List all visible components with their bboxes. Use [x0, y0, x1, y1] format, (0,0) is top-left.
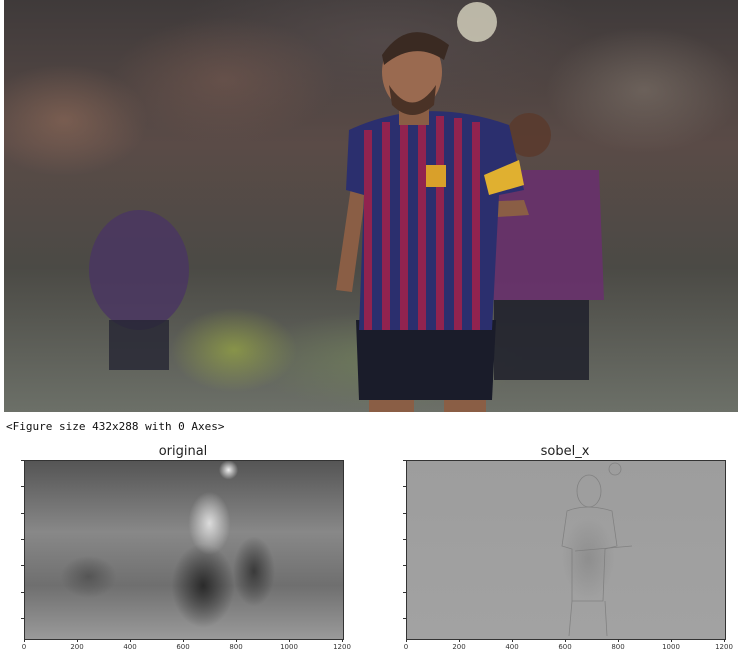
- x-tick-label: 0: [403, 643, 409, 651]
- x-tick-mark: [24, 639, 25, 642]
- x-tick-mark: [289, 639, 290, 642]
- x-tick-mark: [130, 639, 131, 642]
- soccer-player-photo: [4, 0, 738, 412]
- x-tick-mark: [565, 639, 566, 642]
- y-tick-mark: [21, 618, 24, 620]
- x-tick-mark: [671, 639, 672, 642]
- y-tick-mark: [403, 618, 406, 620]
- x-tick-label: 400: [505, 643, 519, 651]
- y-tick-mark: [403, 539, 406, 541]
- y-tick-mark: [21, 539, 24, 541]
- subplot-title: sobel_x: [540, 444, 590, 459]
- x-tick-mark: [77, 639, 78, 642]
- x-tick-label: 200: [70, 643, 84, 651]
- axes-sobel-x: [406, 460, 726, 640]
- x-tick-label: 400: [123, 643, 137, 651]
- x-tick-mark: [236, 639, 237, 642]
- y-tick-mark: [403, 512, 406, 514]
- grayscale-image: [25, 461, 343, 639]
- y-tick-mark: [403, 460, 406, 461]
- x-tick-mark: [342, 639, 343, 642]
- x-tick-mark: [406, 639, 407, 642]
- x-tick-label: 1200: [715, 643, 733, 651]
- x-tick-mark: [618, 639, 619, 642]
- x-tick-label: 1200: [333, 643, 351, 651]
- y-tick-mark: [21, 565, 24, 567]
- y-tick-mark: [21, 512, 24, 514]
- x-tick-mark: [183, 639, 184, 642]
- x-tick-label: 0: [21, 643, 27, 651]
- edge-outline: [561, 462, 633, 637]
- x-tick-mark: [724, 639, 725, 642]
- x-tick-label: 1000: [662, 643, 680, 651]
- player-illustration: [89, 2, 604, 412]
- axes-original: [24, 460, 344, 640]
- x-tick-label: 200: [452, 643, 466, 651]
- y-tick-mark: [21, 591, 24, 593]
- y-tick-mark: [403, 565, 406, 567]
- x-tick-label: 800: [229, 643, 243, 651]
- sobel-x-image: [407, 461, 725, 639]
- x-tick-mark: [512, 639, 513, 642]
- x-tick-label: 800: [611, 643, 625, 651]
- subplot-title: original: [158, 444, 208, 459]
- figure-size-output: <Figure size 432x288 with 0 Axes>: [6, 420, 225, 433]
- x-tick-label: 600: [176, 643, 190, 651]
- y-tick-mark: [21, 486, 24, 488]
- y-tick-mark: [403, 591, 406, 593]
- x-tick-label: 600: [558, 643, 572, 651]
- x-tick-label: 1000: [280, 643, 298, 651]
- x-tick-mark: [459, 639, 460, 642]
- y-tick-mark: [21, 460, 24, 461]
- y-tick-mark: [403, 486, 406, 488]
